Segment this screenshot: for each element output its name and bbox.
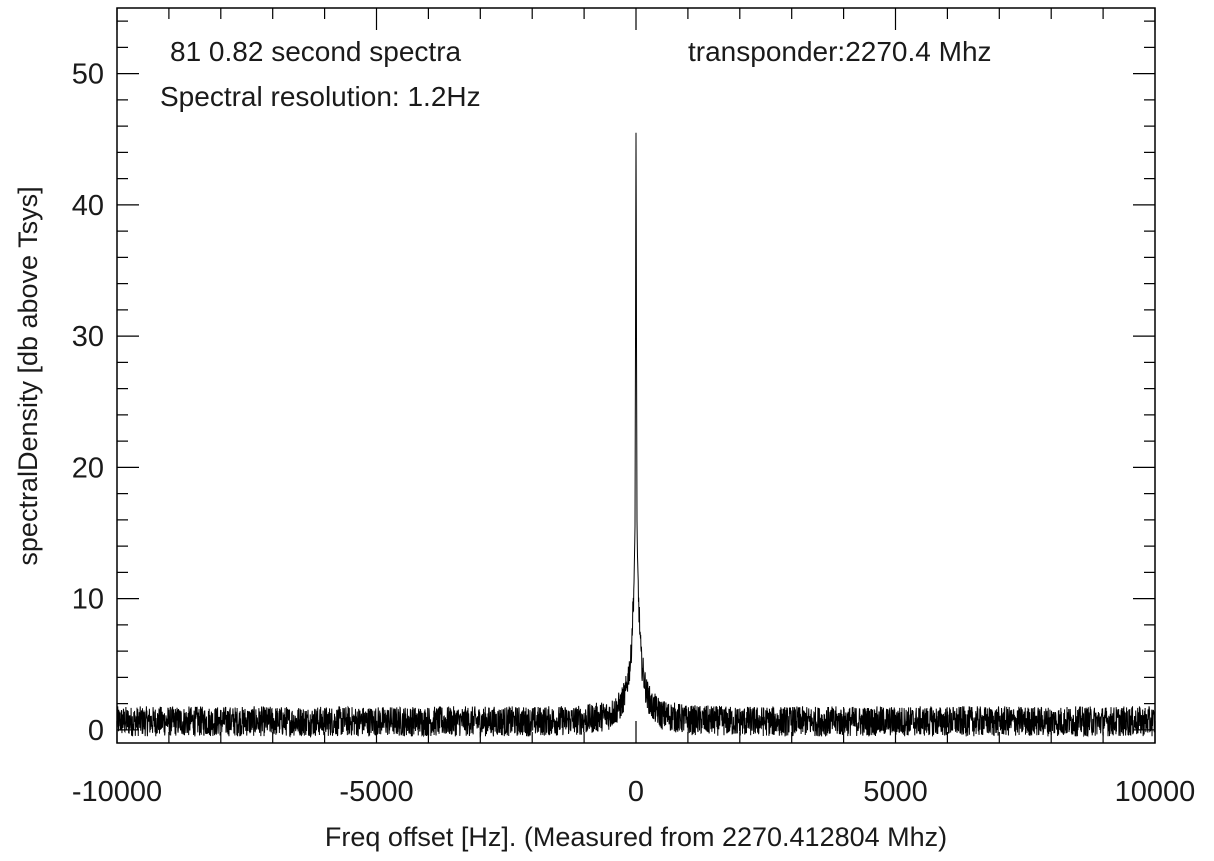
annotation-transponder: transponder:2270.4 Mhz xyxy=(688,36,992,67)
x-axis-title: Freq offset [Hz]. (Measured from 2270.41… xyxy=(325,822,947,852)
spectrum-trace xyxy=(116,132,1156,738)
y-axis-title: spectralDensity [db above Tsys] xyxy=(13,186,43,565)
y-tick-label: 0 xyxy=(88,715,104,747)
spectrum-line xyxy=(116,132,1156,738)
x-tick-label: -5000 xyxy=(339,776,413,808)
tick-labels: -10000 -5000 0 5000 10000 0 10 20 30 40 50 xyxy=(72,59,1196,808)
x-tick-label: 0 xyxy=(628,776,644,808)
y-tick-label: 30 xyxy=(72,321,104,353)
x-tick-label: -10000 xyxy=(72,776,162,808)
tick-marks xyxy=(116,8,1156,743)
x-tick-label: 10000 xyxy=(1115,776,1196,808)
y-tick-label: 10 xyxy=(72,584,104,616)
y-tick-label: 50 xyxy=(72,59,104,91)
y-tick-label: 20 xyxy=(72,452,104,484)
y-tick-label: 40 xyxy=(72,190,104,222)
plot-frame xyxy=(116,7,1156,744)
annotation-spectra: 81 0.82 second spectra xyxy=(170,36,462,67)
x-tick-label: 5000 xyxy=(863,776,928,808)
annotation-resolution: Spectral resolution: 1.2Hz xyxy=(160,81,481,112)
